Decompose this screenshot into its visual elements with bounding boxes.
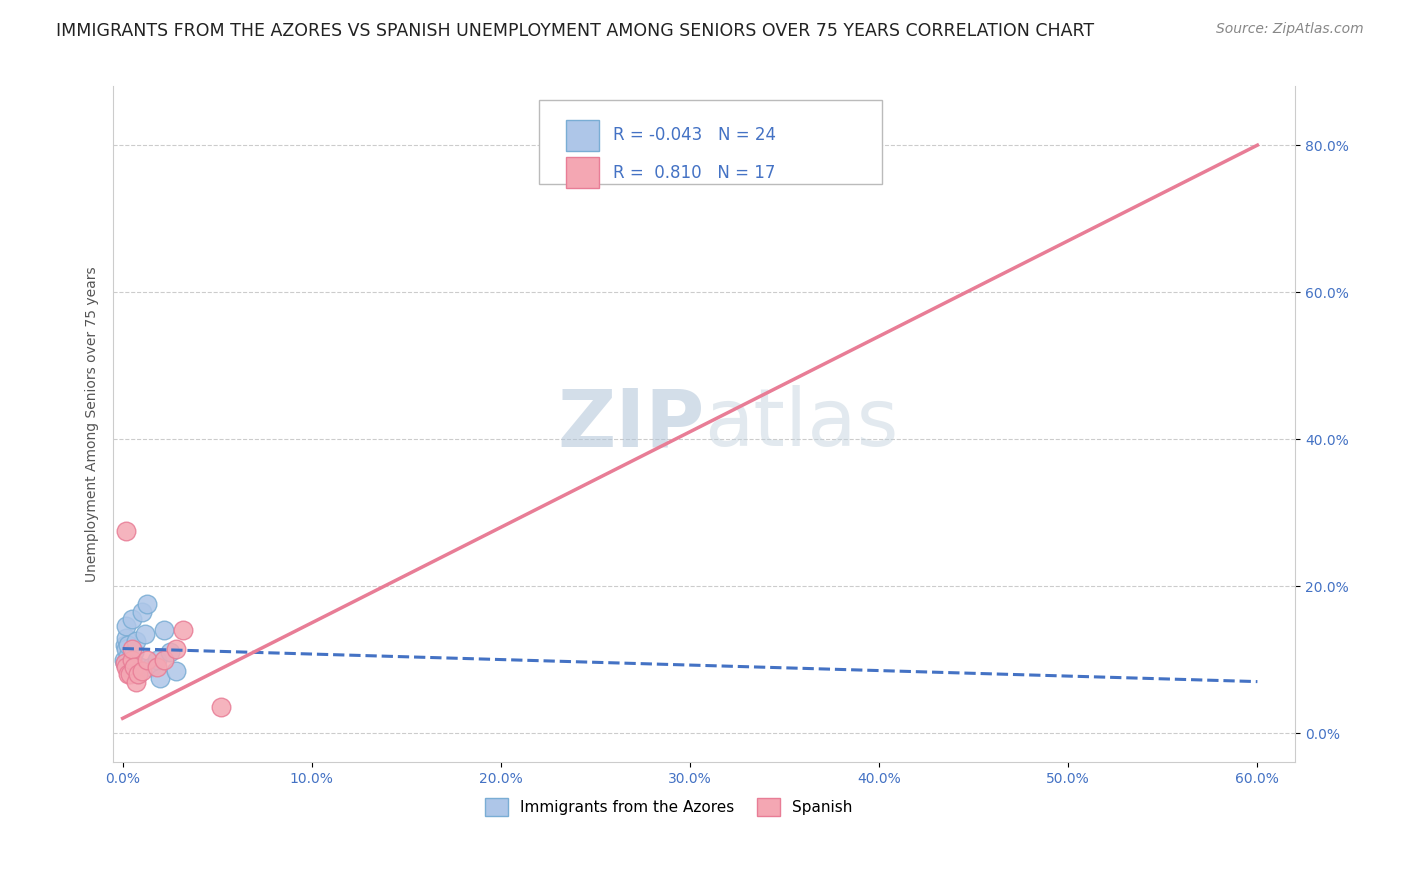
Point <box>153 623 176 637</box>
Point <box>159 645 181 659</box>
Point <box>114 657 136 671</box>
Point <box>136 598 159 612</box>
Point <box>131 664 153 678</box>
Point <box>122 645 145 659</box>
Point <box>122 660 145 674</box>
Point <box>121 641 143 656</box>
Point <box>134 627 156 641</box>
Point <box>125 674 148 689</box>
Point <box>117 648 139 663</box>
Point <box>172 623 194 637</box>
Point <box>149 671 172 685</box>
Point <box>117 667 139 681</box>
Point <box>153 652 176 666</box>
Text: ZIP: ZIP <box>557 385 704 464</box>
Point <box>125 634 148 648</box>
Text: atlas: atlas <box>704 385 898 464</box>
Text: IMMIGRANTS FROM THE AZORES VS SPANISH UNEMPLOYMENT AMONG SENIORS OVER 75 YEARS C: IMMIGRANTS FROM THE AZORES VS SPANISH UN… <box>56 22 1094 40</box>
Legend: Immigrants from the Azores, Spanish: Immigrants from the Azores, Spanish <box>478 791 859 822</box>
Point <box>136 652 159 666</box>
Bar <box>565 157 599 188</box>
Y-axis label: Unemployment Among Seniors over 75 years: Unemployment Among Seniors over 75 years <box>86 267 100 582</box>
Point <box>114 638 136 652</box>
Point <box>114 657 136 671</box>
Point <box>112 652 135 666</box>
Point <box>121 612 143 626</box>
Point <box>115 641 138 656</box>
Point <box>128 660 150 674</box>
Point <box>139 660 162 674</box>
Point <box>120 667 142 681</box>
Point <box>120 660 142 674</box>
Text: R =  0.810   N = 17: R = 0.810 N = 17 <box>613 163 776 182</box>
Point <box>131 605 153 619</box>
Point <box>127 667 149 681</box>
Text: R = -0.043   N = 24: R = -0.043 N = 24 <box>613 127 776 145</box>
Point <box>209 700 232 714</box>
Point <box>165 664 187 678</box>
Point <box>165 641 187 656</box>
Point <box>115 524 138 538</box>
Point <box>115 660 138 674</box>
Point <box>127 667 149 681</box>
Point <box>115 619 138 633</box>
Point <box>145 660 167 674</box>
Point <box>145 652 167 666</box>
FancyBboxPatch shape <box>538 100 882 185</box>
Point <box>121 652 143 666</box>
Point <box>121 652 143 666</box>
Point <box>117 638 139 652</box>
Point <box>115 631 138 645</box>
Text: Source: ZipAtlas.com: Source: ZipAtlas.com <box>1216 22 1364 37</box>
Bar <box>565 120 599 151</box>
